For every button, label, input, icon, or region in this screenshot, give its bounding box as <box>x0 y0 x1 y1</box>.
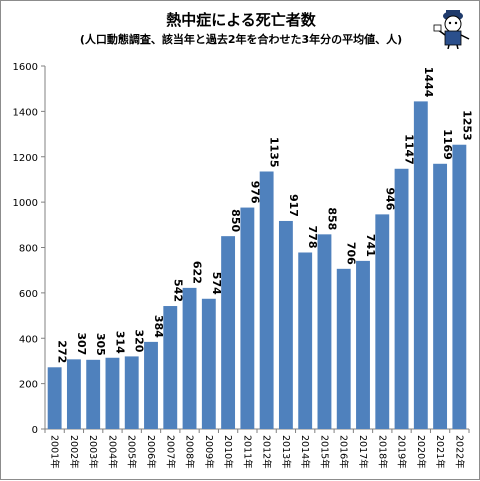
bar <box>356 260 370 429</box>
data-label: 574 <box>210 272 223 295</box>
data-label: 1169 <box>441 129 454 160</box>
bar <box>144 341 158 429</box>
x-tick-label: 2007年 <box>164 435 176 469</box>
bar <box>452 144 467 429</box>
bar <box>240 207 255 429</box>
x-tick-label: 2003年 <box>87 435 99 469</box>
data-label: 307 <box>75 332 88 355</box>
x-tick-label: 2004年 <box>106 435 118 469</box>
bar <box>182 287 197 429</box>
mascot-icon <box>433 10 470 49</box>
data-label: 320 <box>133 329 146 352</box>
x-tick-label: 2005年 <box>126 435 138 469</box>
x-tick-label: 2008年 <box>184 435 196 469</box>
y-tick-label: 400 <box>19 334 38 345</box>
bar <box>105 357 120 429</box>
x-tick-label: 2020年 <box>415 435 427 469</box>
y-tick-label: 800 <box>19 244 38 255</box>
x-tick-label: 2010年 <box>222 435 234 469</box>
bar <box>336 268 351 429</box>
x-tick-label: 2009年 <box>203 435 215 469</box>
bar <box>163 306 178 429</box>
data-label: 542 <box>171 279 184 302</box>
bar <box>259 171 274 429</box>
x-tick-label: 2001年 <box>49 435 61 469</box>
y-tick-label: 1200 <box>13 153 38 164</box>
x-tick-label: 2014年 <box>299 435 311 469</box>
data-label: 305 <box>94 333 107 356</box>
chart-title: 熱中症による死亡者数 <box>166 11 316 29</box>
bar <box>86 359 101 429</box>
x-tick-label: 2017年 <box>357 435 369 469</box>
bar <box>66 359 81 429</box>
x-tick-label: 2002年 <box>68 435 80 469</box>
y-tick-label: 600 <box>19 289 38 300</box>
bar <box>124 356 139 429</box>
data-label: 917 <box>287 194 300 217</box>
data-label: 314 <box>113 331 126 354</box>
x-tick-label: 2015年 <box>318 435 330 469</box>
x-tick-label: 2013年 <box>280 435 292 469</box>
x-tick-label: 2012年 <box>261 435 273 469</box>
bar <box>375 214 390 429</box>
data-label: 778 <box>306 226 319 249</box>
y-tick-label: 1000 <box>13 198 38 209</box>
bar <box>278 220 293 429</box>
x-tick-label: 2016年 <box>338 435 350 469</box>
bar <box>221 236 236 429</box>
y-tick-label: 1400 <box>13 107 38 118</box>
data-label: 706 <box>345 242 358 265</box>
x-tick-label: 2022年 <box>453 435 465 469</box>
x-tick-label: 2018年 <box>376 435 388 469</box>
data-label: 946 <box>383 187 396 210</box>
x-tick-label: 2011年 <box>241 435 253 469</box>
bar <box>394 168 409 430</box>
data-label: 858 <box>325 207 338 230</box>
data-label: 976 <box>248 181 261 204</box>
data-label: 622 <box>191 261 204 284</box>
data-label: 1444 <box>422 67 435 98</box>
bar <box>201 298 216 429</box>
bar <box>433 163 448 429</box>
x-tick-label: 2019年 <box>396 435 408 469</box>
data-label: 741 <box>364 234 377 257</box>
data-label: 1135 <box>268 137 281 168</box>
y-tick-label: 200 <box>19 380 38 391</box>
data-label: 850 <box>229 209 242 232</box>
data-label: 272 <box>56 340 69 363</box>
x-tick-label: 2021年 <box>434 435 446 469</box>
bar <box>47 367 62 429</box>
chart-subtitle: (人口動態調査、該当年と過去2年を合わせた3年分の平均値、人) <box>79 33 403 46</box>
y-tick-label: 1600 <box>13 62 38 73</box>
data-label: 1147 <box>403 134 416 165</box>
data-label: 384 <box>152 315 165 338</box>
y-tick-label: 0 <box>32 425 38 436</box>
bar <box>413 101 428 429</box>
bar <box>298 252 313 429</box>
bar <box>317 234 332 429</box>
data-label: 1253 <box>460 110 473 141</box>
x-tick-label: 2006年 <box>145 435 157 469</box>
